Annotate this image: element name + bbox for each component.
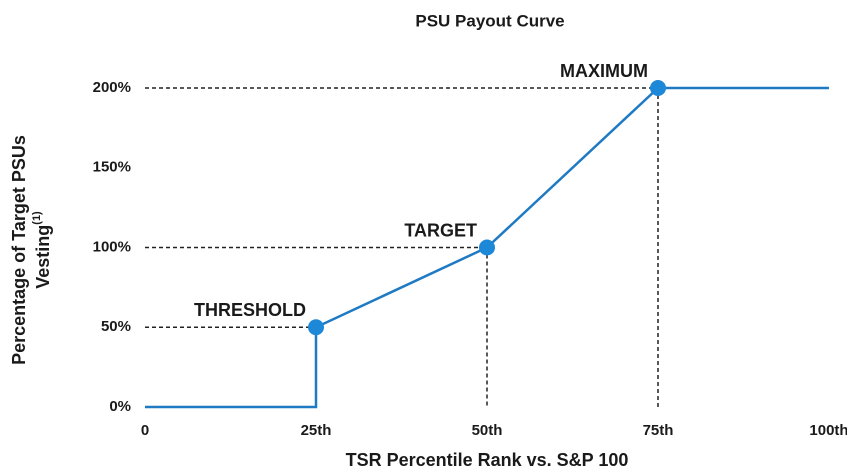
y-tick-label: 150% [93,159,131,176]
annotation: THRESHOLD [194,300,306,320]
marker [479,239,495,256]
x-tick-label: 0 [141,422,149,439]
annotation: TARGET [404,220,477,240]
chart-title: PSU Payout Curve [415,11,564,30]
x-tick-label: 50th [472,422,503,439]
y-axis-label-line: Percentage of Target PSUs [9,135,29,365]
x-tick-label: 100th [809,422,847,439]
y-tick-label: 200% [93,79,131,96]
marker [308,319,324,336]
y-axis-label-line: Vesting(1) [31,211,53,289]
footnote-marker: (1) [31,211,43,225]
marker [650,80,666,96]
annotation: MAXIMUM [560,61,648,81]
y-axis-label: Percentage of Target PSUs Vesting(1) [9,135,53,365]
y-tick-label: 100% [93,238,131,255]
y-axis-label-text: Vesting [33,225,53,289]
y-tick-label: 0% [109,398,131,415]
y-tick-label: 50% [101,318,131,335]
line [145,86,829,409]
x-axis-label: TSR Percentile Rank vs. S&P 100 [346,450,629,470]
x-tick-label: 25th [301,422,332,439]
x-tick-label: 75th [643,422,674,439]
